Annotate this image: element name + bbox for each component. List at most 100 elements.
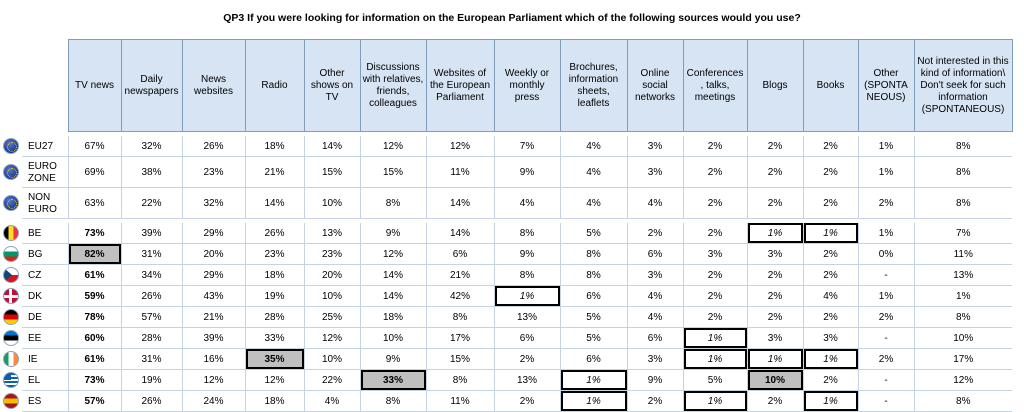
- value-cell: 15%: [359, 156, 426, 188]
- separator-cell: [0, 218, 1012, 223]
- value-cell: 73%: [67, 223, 121, 244]
- column-header: Weekly or monthly press: [493, 39, 561, 132]
- country-code: CZ: [22, 264, 68, 286]
- value-cell: 1%: [746, 348, 803, 370]
- value-cell: 2%: [682, 306, 747, 328]
- value-cell: 22%: [120, 187, 182, 219]
- value-cell: 9%: [359, 348, 426, 370]
- column-header: TV news: [67, 39, 122, 132]
- value-cell: 2%: [746, 264, 803, 286]
- flag-cell: [0, 188, 22, 219]
- czech-flag-icon: [3, 267, 19, 283]
- value-cell: 6%: [559, 348, 627, 370]
- value-cell: 57%: [67, 390, 121, 412]
- table-row: BG 82% 31% 20% 23% 23% 12% 6% 9% 8% 6% 3% 3% 2% 0% 11%: [0, 243, 1012, 265]
- value-cell: 2%: [493, 348, 560, 370]
- country-code: EE: [22, 327, 68, 349]
- column-header: Radio: [244, 39, 305, 132]
- germany-flag-icon: [3, 309, 19, 325]
- value-cell: 13%: [493, 306, 560, 328]
- value-cell: 2%: [682, 136, 747, 157]
- value-cell: 8%: [913, 156, 1012, 188]
- value-cell: 10%: [913, 327, 1012, 349]
- value-cell: 14%: [303, 136, 360, 157]
- value-cell: 1%: [857, 223, 914, 244]
- flag-cell: [0, 244, 22, 265]
- flag-cell: [0, 370, 22, 391]
- value-cell: 39%: [120, 223, 182, 244]
- value-cell: 2%: [746, 306, 803, 328]
- country-code: EU27: [22, 136, 68, 157]
- table-row: BE 73% 39% 29% 26% 13% 9% 14% 8% 5% 2% 2% 1% 1% 1% 7%: [0, 223, 1012, 244]
- value-cell: 39%: [181, 327, 245, 349]
- country-code: BE: [22, 223, 68, 244]
- country-code: IE: [22, 348, 68, 370]
- country-code: BG: [22, 243, 68, 265]
- value-cell: 4%: [802, 285, 858, 307]
- value-cell: 14%: [244, 187, 304, 219]
- greece-flag-icon: [3, 372, 19, 388]
- value-cell: 2%: [802, 136, 858, 157]
- value-cell: 13%: [303, 223, 360, 244]
- table-row: EE 60% 28% 39% 33% 12% 10% 17% 6% 5% 6% 1% 3% 3% -10%: [0, 327, 1012, 349]
- flag-cell: [0, 286, 22, 307]
- value-cell: 14%: [425, 187, 494, 219]
- eu-flag-icon: [3, 138, 19, 155]
- value-cell: 3%: [682, 243, 747, 265]
- value-cell: 2%: [802, 264, 858, 286]
- value-cell: 8%: [559, 264, 627, 286]
- value-cell: 24%: [181, 390, 245, 412]
- value-cell: 1%: [857, 285, 914, 307]
- value-cell: 15%: [425, 348, 494, 370]
- value-cell: 38%: [120, 156, 182, 188]
- eu-flag-icon: [3, 195, 19, 211]
- value-cell: 1%: [802, 223, 858, 244]
- value-cell: 8%: [493, 264, 560, 286]
- value-cell: 6%: [493, 327, 560, 349]
- value-cell: 1%: [802, 390, 858, 412]
- value-cell: 14%: [359, 285, 426, 307]
- value-cell: 26%: [120, 285, 182, 307]
- value-cell: 78%: [67, 306, 121, 328]
- column-header: Daily newspapers: [120, 39, 183, 132]
- flag-cell: [0, 223, 22, 244]
- value-cell: 12%: [303, 327, 360, 349]
- value-cell: 12%: [425, 136, 494, 157]
- value-cell: 60%: [67, 327, 121, 349]
- value-cell: -: [857, 369, 914, 391]
- value-cell: 13%: [913, 264, 1012, 286]
- table-row: ES 57% 26% 24% 18% 4% 8% 11% 2% 1% 2% 1% 2% 1% -8%: [0, 390, 1012, 412]
- value-cell: 2%: [802, 243, 858, 265]
- value-cell: 7%: [493, 136, 560, 157]
- value-cell: 57%: [120, 306, 182, 328]
- value-cell: 11%: [425, 390, 494, 412]
- value-cell: 33%: [359, 369, 426, 391]
- value-cell: 67%: [67, 136, 121, 157]
- value-cell: 82%: [67, 243, 121, 265]
- value-cell: 28%: [120, 327, 182, 349]
- value-cell: 3%: [626, 264, 683, 286]
- value-cell: 5%: [559, 306, 627, 328]
- flag-cell: [0, 391, 22, 412]
- value-cell: 12%: [359, 243, 426, 265]
- value-cell: 2%: [746, 156, 803, 188]
- value-cell: 4%: [626, 285, 683, 307]
- value-cell: 17%: [913, 348, 1012, 370]
- value-cell: 18%: [244, 390, 304, 412]
- value-cell: 8%: [913, 136, 1012, 157]
- value-cell: 1%: [682, 348, 747, 370]
- value-cell: 3%: [626, 156, 683, 188]
- blank-header: [22, 39, 68, 132]
- eu-flag-icon: [3, 164, 19, 180]
- value-cell: 73%: [67, 369, 121, 391]
- value-cell: 32%: [181, 187, 245, 219]
- value-cell: 7%: [913, 223, 1012, 244]
- country-code: DE: [22, 306, 68, 328]
- value-cell: 23%: [181, 156, 245, 188]
- value-cell: 4%: [493, 187, 560, 219]
- value-cell: 10%: [746, 369, 803, 391]
- value-cell: 3%: [626, 348, 683, 370]
- column-header: Blogs: [746, 39, 804, 132]
- value-cell: 3%: [746, 243, 803, 265]
- value-cell: 42%: [425, 285, 494, 307]
